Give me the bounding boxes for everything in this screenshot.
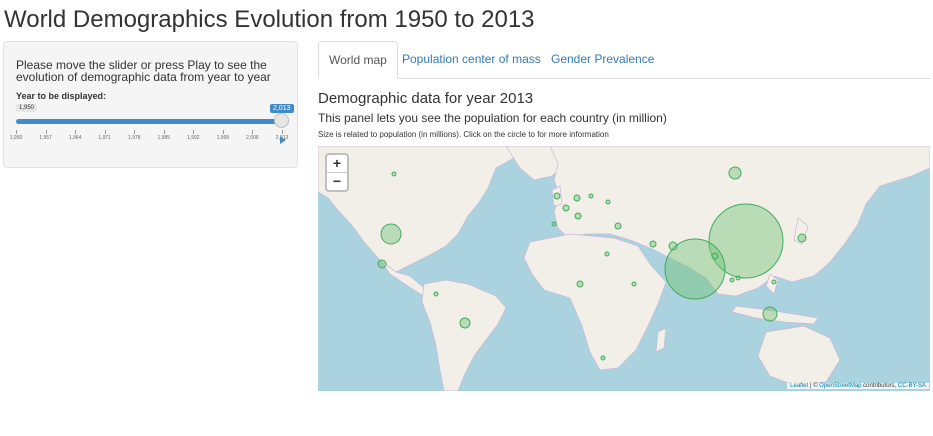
- land-eurasia: [549, 146, 930, 297]
- population-circle-philippines: [771, 279, 777, 285]
- slider-tick: [193, 130, 195, 134]
- population-circle-canada: [391, 171, 397, 177]
- population-circle-colombia: [433, 291, 439, 297]
- land-australia: [757, 325, 841, 387]
- land-philippines: [765, 273, 779, 295]
- population-circle-brazil: [459, 317, 471, 329]
- population-circle-poland: [588, 193, 594, 199]
- population-circle-pakistan: [668, 241, 678, 251]
- population-circle-turkey: [614, 222, 622, 230]
- slider-tick: [16, 130, 17, 134]
- slider-min-label: 1,950: [16, 104, 38, 112]
- slider-tick: [222, 130, 224, 134]
- tab-gender-prevalence[interactable]: Gender Prevalence: [551, 52, 655, 66]
- slider-tick-label: 1,964: [68, 135, 82, 141]
- population-circle-egypt: [604, 251, 610, 257]
- slider-tick: [282, 130, 283, 134]
- slider-tick: [134, 130, 136, 134]
- sidebar-panel: Please move the slider or press Play to …: [3, 41, 298, 168]
- zoom-out-button[interactable]: −: [332, 173, 342, 189]
- slider-tick-label: 1,971: [98, 135, 111, 141]
- tab-bar: World map Population center of mass Gend…: [318, 41, 930, 79]
- population-circle-bangladesh: [711, 252, 719, 260]
- map-canvas: [318, 146, 930, 391]
- osm-link[interactable]: OpenStreetMap: [819, 383, 862, 389]
- population-circle-germany: [573, 194, 581, 202]
- slider-tick-label: 1,985: [157, 135, 171, 141]
- population-circle-india: [664, 238, 726, 300]
- year-slider-track[interactable]: [16, 119, 282, 124]
- panel-heading: Demographic data for year 2013: [318, 90, 534, 107]
- slider-tick: [163, 130, 165, 134]
- slider-tick-label: 1,950: [9, 135, 23, 141]
- year-slider-handle[interactable]: [274, 113, 289, 128]
- population-circle-vietnam: [735, 275, 741, 281]
- population-circle-uk: [553, 192, 561, 200]
- population-circle-russia: [728, 166, 742, 180]
- slider-tick-label: 1,957: [39, 135, 52, 141]
- slider-tick-label: 1,978: [127, 135, 141, 141]
- population-circle-ukraine: [605, 199, 611, 205]
- slider-ticks: 1,950 1,957 1,964 1,971 1,978 1,985 1,992 1,999…: [10, 130, 288, 144]
- tab-population-center-of-mass[interactable]: Population center of mass: [402, 52, 541, 66]
- population-circle-nigeria: [576, 280, 584, 288]
- population-circle-iran: [649, 240, 657, 248]
- slider-tick: [104, 130, 106, 134]
- panel-note: Size is related to population (in millio…: [318, 130, 609, 139]
- land-madagascar: [655, 327, 667, 353]
- instructions-text: Please move the slider or press Play to …: [16, 58, 271, 84]
- slider-tick-label: 2,006: [246, 135, 259, 141]
- population-circle-france: [562, 204, 570, 212]
- population-circle-south-africa: [600, 355, 606, 361]
- land-japan: [793, 217, 809, 245]
- attribution-separator: | ©: [808, 383, 820, 389]
- slider-tick-label: 1,999: [216, 135, 230, 141]
- license-link[interactable]: CC-BY-SA: [897, 383, 926, 389]
- map-zoom-control: + −: [325, 153, 349, 192]
- population-circle-mexico: [377, 259, 387, 269]
- page-title: World Demographics Evolution from 1950 t…: [4, 6, 535, 33]
- leaflet-link[interactable]: Leaflet: [790, 383, 809, 389]
- population-circle-italy: [574, 212, 582, 220]
- zoom-in-button[interactable]: +: [327, 155, 347, 173]
- population-circle-thailand: [729, 277, 735, 283]
- population-circle-usa: [380, 223, 402, 245]
- attribution-contributors: contributors,: [861, 383, 898, 389]
- population-circle-china: [708, 203, 784, 279]
- map-attribution: Leaflet | © OpenStreetMap contributors, …: [787, 383, 929, 389]
- population-circle-spain: [551, 221, 557, 227]
- slider-tick: [75, 130, 77, 134]
- land-africa: [523, 233, 667, 371]
- slider-value-label: 2,013: [270, 104, 294, 113]
- slider-tick: [252, 130, 254, 134]
- land-uk: [551, 185, 563, 207]
- play-button[interactable]: [280, 136, 286, 144]
- land-south-america: [421, 279, 507, 391]
- panel-subheading: This panel lets you see the population f…: [318, 111, 667, 125]
- slider-label: Year to be displayed:: [16, 91, 107, 101]
- population-circle-ethiopia: [631, 281, 637, 287]
- world-map[interactable]: [318, 146, 930, 391]
- slider-tick: [45, 130, 47, 134]
- population-circle-japan: [797, 233, 807, 243]
- population-circle-indonesia: [762, 306, 778, 322]
- tab-world-map[interactable]: World map: [318, 41, 398, 79]
- slider-tick-label: 1,992: [187, 135, 200, 141]
